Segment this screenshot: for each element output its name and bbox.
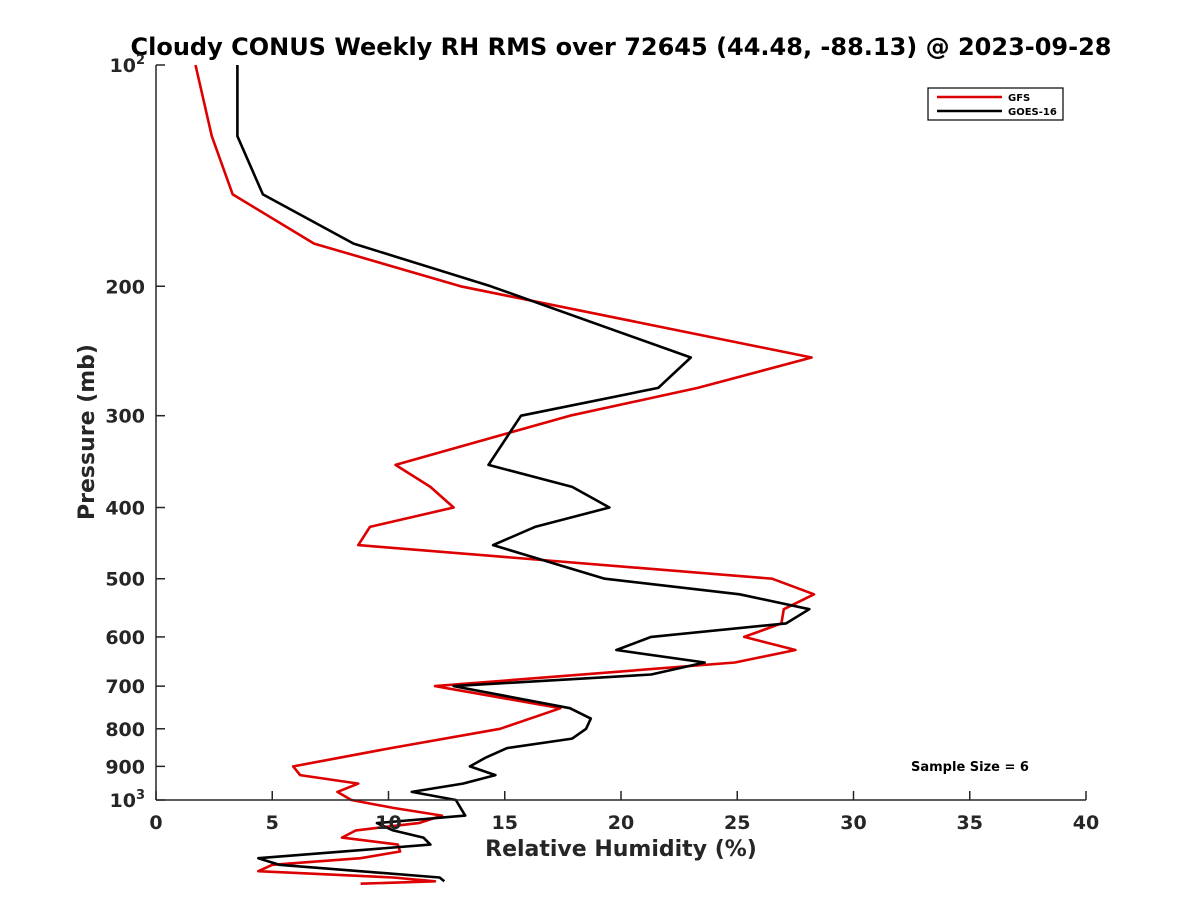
series-line-goes16 xyxy=(236,65,811,883)
y-tick-label: 900 xyxy=(105,756,145,778)
legend-label-goes16: GOES-16 xyxy=(1008,107,1057,118)
y-tick-label: 103 xyxy=(110,788,146,812)
y-tick-label: 300 xyxy=(105,406,145,428)
x-tick-label: 35 xyxy=(957,812,983,834)
y-tick-label: 700 xyxy=(105,676,145,698)
chart-title: Cloudy CONUS Weekly RH RMS over 72645 (4… xyxy=(131,33,1112,61)
y-tick-label: 600 xyxy=(105,627,145,649)
x-tick-label: 40 xyxy=(1073,812,1099,834)
legend-label-gfs: GFS xyxy=(1008,93,1030,104)
y-tick-label: 500 xyxy=(105,569,145,591)
y-tick-label: 400 xyxy=(105,498,145,520)
series-line-gfs xyxy=(194,64,816,885)
sample-size-annotation: Sample Size = 6 xyxy=(911,760,1029,775)
x-axis-label: Relative Humidity (%) xyxy=(485,837,757,862)
y-tick-label: 102 xyxy=(110,53,146,77)
x-tick-label: 15 xyxy=(492,812,518,834)
x-tick-label: 5 xyxy=(266,812,279,834)
x-ticks: 0 5 10 15 20 25 30 35 40 xyxy=(149,791,1099,834)
y-tick-label: 800 xyxy=(105,719,145,741)
x-tick-label: 25 xyxy=(724,812,750,834)
x-tick-label: 30 xyxy=(840,812,866,834)
y-ticks: 102 200 300 400 500 600 700 800 900 103 xyxy=(105,53,165,812)
legend: GFS GOES-16 xyxy=(927,87,1064,121)
x-tick-label: 0 xyxy=(149,812,162,834)
y-tick-label: 200 xyxy=(105,276,145,298)
x-tick-label: 10 xyxy=(375,812,401,834)
y-axis-label: Pressure (mb) xyxy=(75,344,100,520)
plot-lines xyxy=(194,64,816,885)
legend-box xyxy=(927,87,1064,121)
x-tick-label: 20 xyxy=(608,812,634,834)
